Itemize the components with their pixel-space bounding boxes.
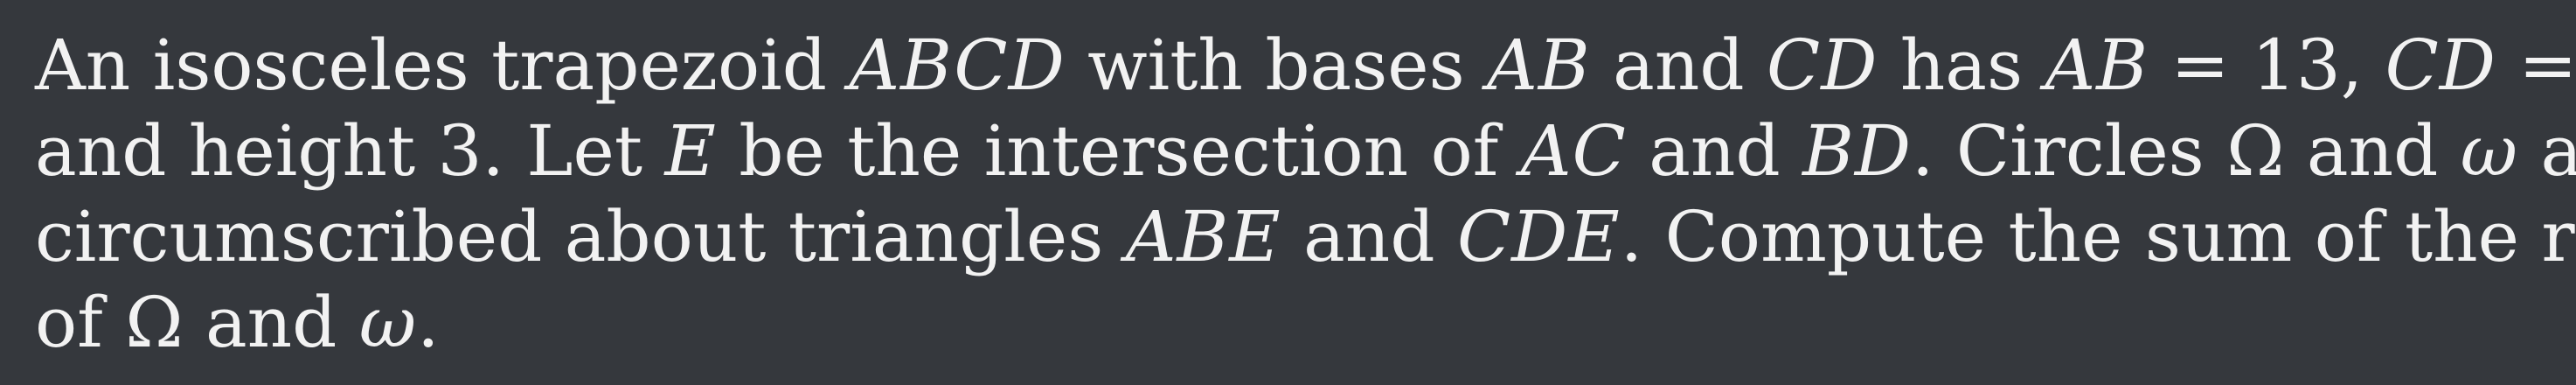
math-equals-13: = 13, bbox=[2149, 24, 2385, 106]
text: . Circles bbox=[1912, 110, 2227, 192]
omega-lower-symbol: ω bbox=[358, 282, 418, 363]
problem-line-2: and height 3. Let E be the intersection … bbox=[35, 108, 2576, 194]
text: with bases bbox=[1065, 24, 1488, 106]
math-e: E bbox=[664, 110, 717, 192]
math-abcd: ABCD bbox=[849, 24, 1066, 106]
problem-line-1: An isosceles trapezoid ABCD with bases A… bbox=[35, 23, 2576, 108]
omega-upper-symbol: Ω bbox=[2226, 110, 2285, 192]
text: and bbox=[1590, 24, 1767, 106]
math-abe: ABE bbox=[1125, 196, 1281, 277]
text: and bbox=[183, 282, 359, 363]
omega-lower-symbol: ω bbox=[2460, 110, 2519, 192]
text: be the intersection of bbox=[716, 110, 1521, 192]
text: and bbox=[1281, 196, 1457, 277]
math-ab: AB bbox=[1487, 24, 1591, 106]
problem-line-3: circumscribed about triangles ABE and CD… bbox=[35, 194, 2576, 280]
text: . Compute the sum of the radii bbox=[1620, 196, 2576, 277]
math-ac: AC bbox=[1520, 110, 1627, 192]
math-cde: CDE bbox=[1456, 196, 1621, 277]
math-equals-17: = 17, bbox=[2518, 24, 2576, 106]
text: and bbox=[2284, 110, 2461, 192]
math-bd: BD bbox=[1802, 110, 1913, 192]
text: has bbox=[1878, 24, 2045, 106]
text: and bbox=[1626, 110, 1803, 192]
text: An isosceles trapezoid bbox=[35, 24, 850, 106]
text: are bbox=[2540, 110, 2576, 192]
math-cd: CD bbox=[1766, 24, 1878, 106]
math-cd: CD bbox=[2385, 24, 2496, 106]
omega-upper-symbol: Ω bbox=[125, 282, 184, 363]
text: circumscribed about triangles bbox=[35, 196, 1126, 277]
math-ab: AB bbox=[2045, 24, 2149, 106]
text: of bbox=[35, 282, 126, 363]
problem-line-4: of Ω and ω. bbox=[35, 280, 2541, 366]
text: . bbox=[417, 282, 440, 363]
text: and height 3. Let bbox=[35, 110, 665, 192]
